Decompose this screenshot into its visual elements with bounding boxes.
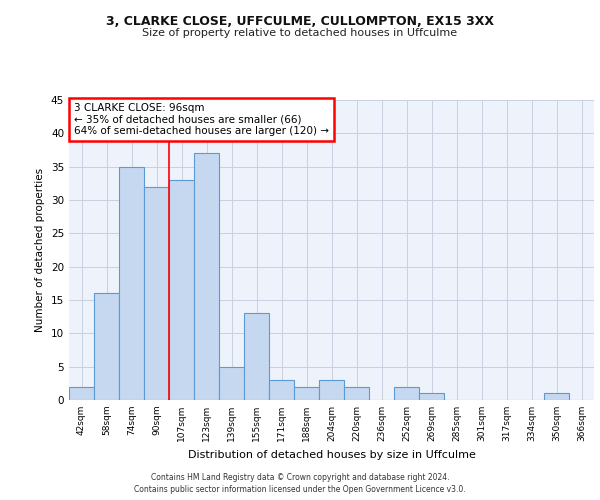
Bar xyxy=(544,394,569,400)
Bar xyxy=(194,154,219,400)
Text: 3 CLARKE CLOSE: 96sqm
← 35% of detached houses are smaller (66)
64% of semi-deta: 3 CLARKE CLOSE: 96sqm ← 35% of detached … xyxy=(74,103,329,136)
Bar xyxy=(244,314,269,400)
Bar xyxy=(319,380,344,400)
Bar xyxy=(394,386,419,400)
Bar xyxy=(344,386,369,400)
Bar xyxy=(69,386,94,400)
Bar xyxy=(94,294,119,400)
Bar xyxy=(169,180,194,400)
Bar xyxy=(219,366,244,400)
Bar xyxy=(294,386,319,400)
Text: Size of property relative to detached houses in Uffculme: Size of property relative to detached ho… xyxy=(142,28,458,38)
X-axis label: Distribution of detached houses by size in Uffculme: Distribution of detached houses by size … xyxy=(188,450,475,460)
Text: 3, CLARKE CLOSE, UFFCULME, CULLOMPTON, EX15 3XX: 3, CLARKE CLOSE, UFFCULME, CULLOMPTON, E… xyxy=(106,15,494,28)
Bar xyxy=(144,186,169,400)
Bar xyxy=(269,380,294,400)
Bar xyxy=(419,394,444,400)
Text: Contains HM Land Registry data © Crown copyright and database right 2024.
Contai: Contains HM Land Registry data © Crown c… xyxy=(134,472,466,494)
Y-axis label: Number of detached properties: Number of detached properties xyxy=(35,168,46,332)
Bar xyxy=(119,166,144,400)
